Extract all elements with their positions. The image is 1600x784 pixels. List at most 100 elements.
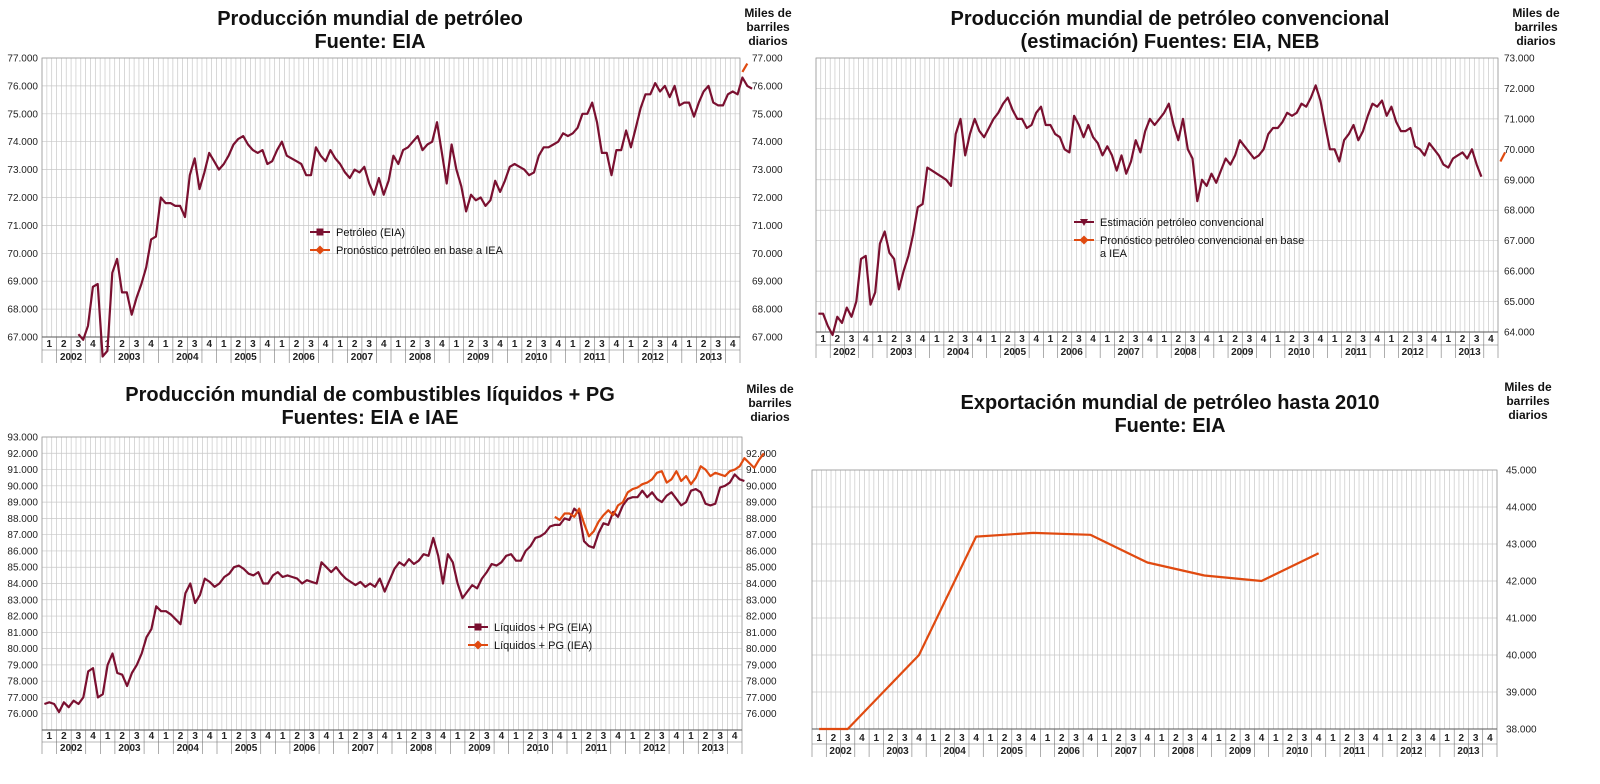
x-quarter-label: 2 <box>703 731 709 742</box>
x-quarter-label: 1 <box>570 339 576 350</box>
x-quarter-label: 3 <box>717 731 723 742</box>
y-tick-label-left: 78.000 <box>7 677 38 688</box>
x-quarter-label: 1 <box>1161 334 1167 345</box>
x-year-label: 2010 <box>525 352 548 363</box>
x-quarter-label: 1 <box>686 339 692 350</box>
x-year-label: 2009 <box>468 743 491 754</box>
x-quarter-label: 1 <box>397 731 403 742</box>
x-quarter-label: 2 <box>294 339 300 350</box>
x-quarter-label: 1 <box>280 731 286 742</box>
x-quarter-label: 2 <box>119 731 125 742</box>
legend-marker <box>316 228 324 236</box>
x-year-label: 2007 <box>1115 746 1138 757</box>
x-year-label: 2007 <box>1117 347 1140 358</box>
x-year-label: 2005 <box>234 352 257 363</box>
x-quarter-label: 2 <box>526 339 532 350</box>
x-year-label: 2013 <box>700 352 723 363</box>
x-quarter-label: 3 <box>845 733 851 744</box>
x-quarter-label: 1 <box>46 339 52 350</box>
x-quarter-label: 3 <box>308 339 314 350</box>
y-tick-label-left: 70.000 <box>7 249 38 260</box>
y-tick-label-right: 79.000 <box>746 660 777 671</box>
y-tick-label-right: 81.000 <box>746 628 777 639</box>
x-year-label: 2003 <box>118 352 141 363</box>
x-quarter-label: 2 <box>528 731 534 742</box>
x-quarter-label: 3 <box>1133 334 1139 345</box>
x-quarter-label: 4 <box>1030 733 1036 744</box>
unit-label-line-3: diarios <box>1516 34 1556 48</box>
x-quarter-label: 4 <box>1431 334 1437 345</box>
x-quarter-label: 3 <box>849 334 855 345</box>
chart-panel-liquid-fuels: Producción mundial de combustibles líqui… <box>0 380 800 784</box>
chart-title-line-2: Fuentes: EIA e IAE <box>281 407 459 429</box>
unit-label: Miles de barriles diarios <box>738 382 802 424</box>
unit-label: Miles de barriles diarios <box>736 6 800 48</box>
x-quarter-label: 3 <box>659 731 665 742</box>
legend-label: Pronóstico petróleo convencional en base <box>1100 235 1304 247</box>
x-quarter-label: 3 <box>134 339 140 350</box>
x-quarter-label: 2 <box>119 339 125 350</box>
x-quarter-label: 2 <box>1344 733 1350 744</box>
x-year-label: 2007 <box>351 352 374 363</box>
y-tick-label-right: 72.000 <box>752 193 783 204</box>
x-quarter-label: 3 <box>1244 733 1250 744</box>
x-quarter-label: 3 <box>1474 334 1480 345</box>
x-year-label: 2006 <box>1058 746 1081 757</box>
x-quarter-label: 2 <box>1002 733 1008 744</box>
y-tick-label-right: 92.000 <box>746 449 777 460</box>
x-year-label: 2006 <box>293 352 316 363</box>
x-quarter-label: 2 <box>1119 334 1125 345</box>
x-quarter-label: 2 <box>352 339 358 350</box>
x-quarter-label: 3 <box>902 733 908 744</box>
x-year-label: 2004 <box>947 347 970 358</box>
y-tick-label-right: 64.000 <box>1504 328 1535 339</box>
x-quarter-label: 1 <box>1387 733 1393 744</box>
x-year-label: 2009 <box>1231 347 1254 358</box>
x-quarter-label: 2 <box>835 334 841 345</box>
x-quarter-label: 3 <box>1303 334 1309 345</box>
x-quarter-label: 1 <box>338 731 344 742</box>
y-tick-label-left: 80.000 <box>7 644 38 655</box>
chart-panel-conventional-oil: Producción mundial de petróleo convencio… <box>800 0 1600 380</box>
series-line-1 <box>1499 151 1507 163</box>
y-tick-label-right: 84.000 <box>746 579 777 590</box>
x-quarter-label: 1 <box>931 733 937 744</box>
unit-label-line-3: diarios <box>748 34 788 48</box>
x-quarter-label: 4 <box>497 339 503 350</box>
y-tick-label-right: 68.000 <box>752 305 783 316</box>
x-year-label: 2004 <box>176 352 199 363</box>
unit-label-line-3: diarios <box>750 410 790 424</box>
series-line-1 <box>741 63 749 73</box>
y-tick-label-right: 38.000 <box>1506 725 1537 736</box>
x-quarter-label: 2 <box>1230 733 1236 744</box>
x-year-label: 2012 <box>643 743 666 754</box>
legend-label: Líquidos + PG (EIA) <box>494 622 592 634</box>
x-quarter-label: 3 <box>1130 733 1136 744</box>
x-quarter-label: 2 <box>1232 334 1238 345</box>
chart-svg: 38.000 39.000 40.000 41.000 42.000 43.000 44.0… <box>811 466 1537 757</box>
x-quarter-label: 3 <box>425 339 431 350</box>
y-tick-label-left: 73.000 <box>7 165 38 176</box>
x-year-label: 2012 <box>1400 746 1423 757</box>
x-quarter-label: 1 <box>1218 334 1224 345</box>
x-year-label: 2002 <box>829 746 852 757</box>
unit-label: Miles de barriles diarios <box>1496 380 1560 422</box>
y-tick-label-right: 39.000 <box>1506 688 1537 699</box>
chart-title: Exportación mundial de petróleo hasta 20… <box>880 392 1460 438</box>
x-quarter-label: 3 <box>1473 733 1479 744</box>
x-quarter-label: 1 <box>934 334 940 345</box>
unit-label-line-2: barriles <box>746 20 790 34</box>
unit-label-line-2: barriles <box>748 396 792 410</box>
x-quarter-label: 3 <box>76 339 82 350</box>
legend-label-wrap: a IEA <box>1100 248 1128 260</box>
x-quarter-label: 4 <box>1374 334 1380 345</box>
legend-marker <box>473 640 483 650</box>
chart-title-line-1: Producción mundial de combustibles líqui… <box>125 384 615 406</box>
y-tick-label-right: 76.000 <box>752 81 783 92</box>
y-tick-label-right: 44.000 <box>1506 503 1537 514</box>
y-tick-label-left: 86.000 <box>7 546 38 557</box>
x-quarter-label: 3 <box>599 339 605 350</box>
x-year-label: 2006 <box>293 743 316 754</box>
x-quarter-label: 3 <box>1247 334 1253 345</box>
x-quarter-label: 4 <box>863 334 869 345</box>
